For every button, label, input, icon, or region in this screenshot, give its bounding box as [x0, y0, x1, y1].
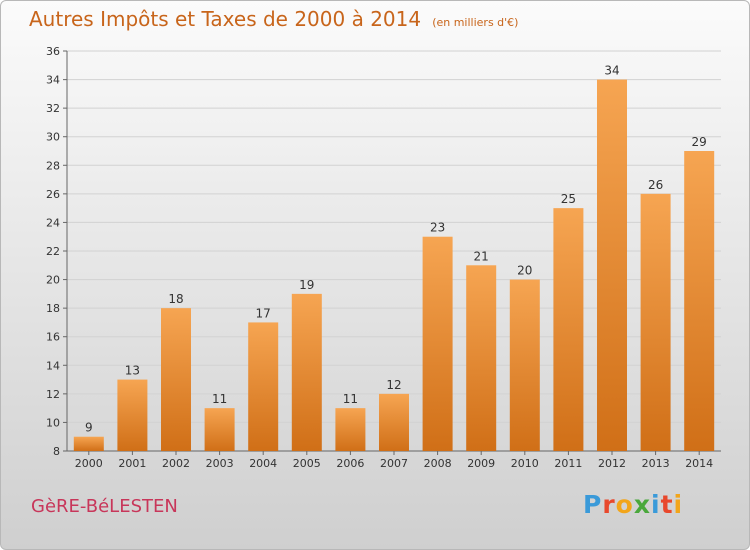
y-tick-label: 30 [46, 131, 60, 144]
bar-value-label: 34 [604, 64, 619, 78]
logo-letter: P [583, 490, 603, 519]
bar [379, 393, 409, 451]
x-tick-label: 2012 [598, 457, 626, 470]
bar-value-label: 13 [125, 364, 140, 378]
bar-value-label: 25 [561, 192, 576, 206]
bar [248, 322, 279, 451]
bar [640, 193, 671, 451]
y-tick-label: 18 [46, 302, 60, 315]
y-tick-label: 24 [46, 216, 60, 229]
y-tick-label: 20 [46, 274, 60, 287]
bar [466, 265, 497, 451]
x-tick-label: 2011 [554, 457, 582, 470]
bar-value-label: 9 [85, 421, 93, 435]
bar-value-label: 19 [299, 278, 314, 292]
bar-value-label: 12 [386, 378, 401, 392]
y-tick-label: 8 [53, 445, 60, 458]
chart-title: Autres Impôts et Taxes de 2000 à 2014 [29, 7, 422, 31]
x-tick-label: 2003 [206, 457, 234, 470]
bar [291, 293, 322, 451]
x-tick-label: 2005 [293, 457, 321, 470]
x-tick-label: 2014 [685, 457, 713, 470]
proxiti-logo: Proxiti [583, 490, 683, 519]
bar-value-label: 20 [517, 264, 532, 278]
x-tick-label: 2007 [380, 457, 408, 470]
y-tick-label: 36 [46, 45, 60, 58]
x-tick-label: 2001 [118, 457, 146, 470]
bar [597, 79, 627, 452]
bar [335, 408, 366, 451]
logo-letter: t [660, 490, 674, 519]
bar [422, 236, 453, 451]
bar [73, 436, 104, 451]
bar [204, 408, 235, 451]
y-tick-label: 26 [46, 188, 60, 201]
logo-letter: o [615, 490, 634, 519]
logo-letter: x [633, 490, 651, 519]
x-tick-label: 2008 [424, 457, 452, 470]
logo-letter: r [602, 490, 616, 519]
bar [684, 151, 715, 451]
x-tick-label: 2004 [249, 457, 277, 470]
bar-value-label: 23 [430, 221, 445, 235]
logo-letter: i [651, 490, 661, 519]
x-tick-label: 2000 [75, 457, 103, 470]
y-tick-label: 10 [46, 416, 60, 429]
bar-value-label: 18 [168, 292, 183, 306]
y-tick-label: 16 [46, 331, 60, 344]
chart-unit: (en milliers d'€) [432, 16, 519, 29]
bar-value-label: 29 [692, 135, 707, 149]
y-tick-label: 28 [46, 159, 60, 172]
bar-value-label: 21 [474, 249, 489, 263]
x-tick-label: 2002 [162, 457, 190, 470]
x-tick-label: 2013 [642, 457, 670, 470]
y-tick-label: 12 [46, 388, 60, 401]
y-tick-label: 32 [46, 102, 60, 115]
y-tick-label: 14 [46, 359, 60, 372]
x-tick-label: 2010 [511, 457, 539, 470]
bar [509, 279, 540, 451]
bar-value-label: 11 [212, 392, 227, 406]
bar [117, 379, 148, 451]
x-tick-label: 2006 [336, 457, 364, 470]
bar-value-label: 11 [343, 392, 358, 406]
logo-letter: i [673, 490, 684, 519]
y-tick-label: 34 [46, 74, 60, 87]
bar-value-label: 26 [648, 178, 663, 192]
bar [553, 208, 584, 451]
chart-title-block: Autres Impôts et Taxes de 2000 à 2014 (e… [29, 7, 518, 31]
bar [161, 308, 191, 451]
bar-value-label: 17 [256, 306, 271, 320]
x-tick-label: 2009 [467, 457, 495, 470]
commune-name: GèRE-BéLESTEN [31, 496, 178, 517]
y-tick-label: 22 [46, 245, 60, 258]
